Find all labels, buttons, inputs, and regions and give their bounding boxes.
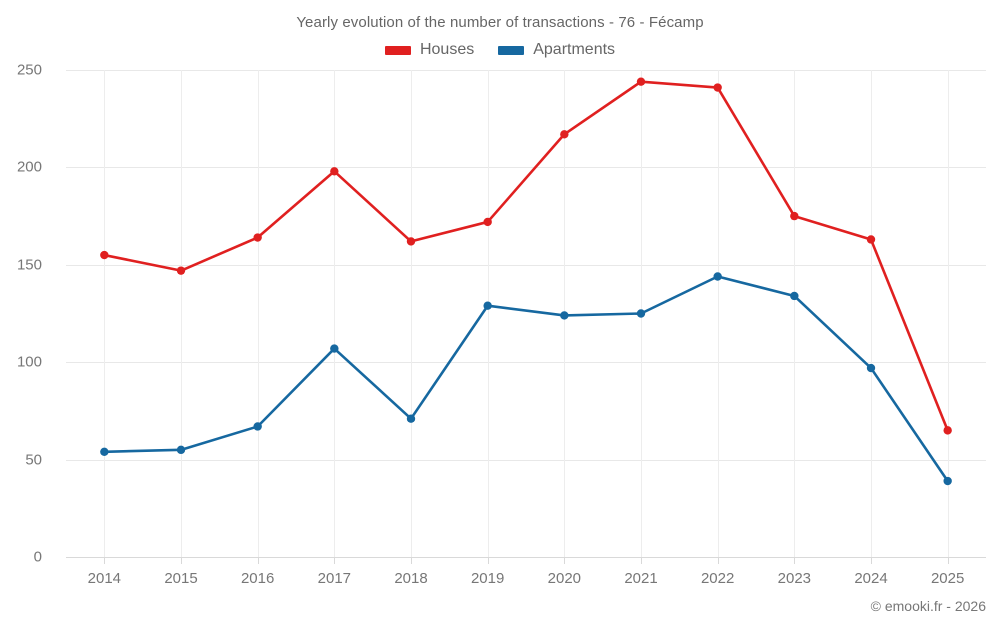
data-point-houses-2019[interactable] — [483, 217, 492, 227]
x-axis-tick-mark — [794, 557, 796, 564]
gridline — [66, 70, 986, 71]
data-point-houses-2021[interactable] — [636, 77, 646, 86]
data-point-houses-2018[interactable] — [406, 237, 416, 246]
vertical-gridline — [947, 70, 949, 557]
series-line-apartments — [103, 275, 949, 483]
vertical-gridline — [181, 70, 182, 557]
data-point-apartments-2022[interactable] — [713, 272, 722, 281]
data-point-apartments-2020[interactable] — [560, 311, 569, 320]
series-line-houses — [103, 80, 949, 432]
data-point-houses-2014[interactable] — [100, 250, 109, 260]
footer-credit: © emooki.fr - 2026 — [870, 598, 986, 614]
data-point-apartments-2019[interactable] — [483, 301, 492, 310]
vertical-gridline — [487, 70, 489, 557]
data-point-apartments-2018[interactable] — [406, 414, 416, 423]
gridline — [66, 264, 986, 266]
x-axis-tick-mark — [334, 557, 336, 564]
plot-area: 0 50 100 150 200 250 2014 2015 2016 2017 2018 2019… — [17, 62, 986, 587]
x-axis-tick-label: 2021 — [624, 570, 658, 587]
vertical-gridline — [411, 70, 412, 557]
x-axis-tick-label: 2015 — [164, 570, 198, 587]
x-axis-tick-label: 2020 — [547, 570, 582, 587]
data-point-houses-2015[interactable] — [176, 266, 186, 275]
gridline — [66, 362, 986, 364]
y-axis-tick-label: 50 — [25, 451, 42, 469]
data-point-houses-2016[interactable] — [253, 233, 262, 242]
vertical-gridline — [794, 70, 796, 557]
x-axis-tick-mark — [411, 557, 412, 564]
chart-title: Yearly evolution of the number of transa… — [296, 14, 704, 31]
x-axis-tick-label: 2022 — [700, 570, 735, 587]
data-point-apartments-2023[interactable] — [790, 291, 799, 301]
x-axis-tick-label: 2018 — [394, 570, 428, 587]
y-axis-tick-label: 200 — [16, 158, 42, 176]
data-point-apartments-2017[interactable] — [330, 344, 339, 353]
x-axis-tick-mark — [564, 557, 566, 564]
x-axis-tick-mark — [871, 557, 872, 564]
vertical-gridline — [104, 70, 106, 557]
chart-legend: Houses Apartments — [0, 42, 1000, 58]
x-axis-tick-mark — [104, 557, 106, 564]
x-axis-tick-label: 2023 — [777, 570, 812, 587]
x-axis-tick-mark — [181, 557, 182, 564]
x-axis-tick-mark — [487, 557, 489, 564]
data-point-houses-2023[interactable] — [790, 211, 799, 221]
x-axis-tick-mark — [641, 557, 642, 564]
x-axis-tick-mark — [257, 557, 259, 564]
data-point-apartments-2021[interactable] — [636, 309, 646, 318]
legend-swatch-houses — [384, 45, 411, 55]
gridline — [66, 167, 986, 169]
data-point-houses-2025[interactable] — [943, 426, 952, 435]
gridline — [66, 459, 986, 461]
legend-label-apartments: Apartments — [533, 41, 616, 58]
x-axis-tick-label: 2014 — [87, 570, 122, 587]
y-axis-tick-label: 0 — [33, 548, 42, 566]
x-axis-tick-label: 2017 — [317, 570, 352, 587]
vertical-gridline — [871, 70, 872, 557]
vertical-gridline — [717, 70, 719, 557]
data-point-houses-2022[interactable] — [713, 83, 722, 92]
x-axis-tick-label: 2019 — [470, 570, 505, 587]
legend-swatch-apartments — [498, 45, 525, 55]
data-point-houses-2024[interactable] — [866, 235, 876, 244]
x-axis-tick-mark — [947, 557, 949, 564]
y-axis-tick-label: 250 — [16, 61, 42, 79]
legend-label-houses: Houses — [419, 41, 475, 58]
data-point-apartments-2025[interactable] — [943, 476, 952, 486]
data-point-apartments-2024[interactable] — [866, 363, 876, 373]
y-axis-tick-label: 150 — [16, 256, 42, 274]
x-axis-tick-mark — [717, 557, 719, 564]
series-layer — [100, 77, 952, 486]
legend-item-apartments[interactable]: Apartments — [498, 42, 615, 58]
x-axis-tick-label: 2024 — [854, 570, 888, 587]
legend-item-houses[interactable]: Houses — [384, 41, 475, 58]
data-point-houses-2020[interactable] — [560, 130, 569, 139]
x-axis-tick-label: 2016 — [240, 570, 275, 587]
data-point-apartments-2015[interactable] — [176, 445, 186, 455]
vertical-gridline — [334, 70, 336, 557]
y-axis-tick-label: 100 — [16, 353, 42, 371]
data-point-houses-2017[interactable] — [330, 167, 339, 176]
x-axis-line — [66, 557, 986, 558]
data-point-apartments-2014[interactable] — [100, 447, 109, 457]
data-point-apartments-2016[interactable] — [253, 422, 262, 431]
vertical-gridline — [257, 70, 259, 557]
x-axis-tick-label: 2025 — [930, 570, 965, 587]
